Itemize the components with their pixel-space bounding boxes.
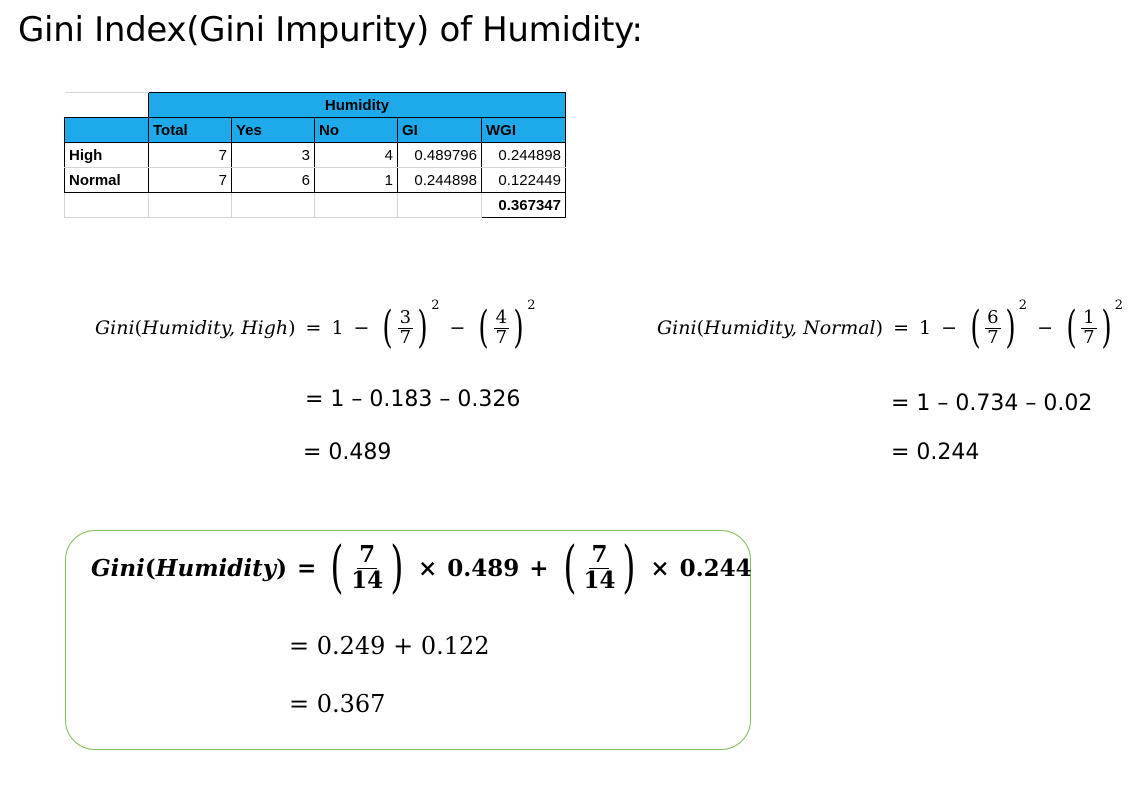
- weighted-step-1: = 0.249 + 0.122: [289, 632, 490, 660]
- high-step-2: = 0.489: [303, 440, 392, 465]
- cell-no: 1: [314, 167, 398, 193]
- high-step-1: = 1 – 0.183 – 0.326: [305, 387, 521, 412]
- table-column-header-row: Total Yes No GI WGI: [64, 117, 566, 143]
- column-header-no: No: [314, 117, 398, 143]
- eq-one: 1: [918, 317, 932, 339]
- row-label: High: [64, 142, 149, 168]
- eq-args: Humidity, High: [142, 317, 289, 339]
- cell-yes: 3: [231, 142, 315, 168]
- cell-total: 7: [148, 167, 232, 193]
- column-header-wgi: WGI: [481, 117, 566, 143]
- cell-no: 4: [314, 142, 398, 168]
- table-sum-row: 0.367347: [64, 192, 566, 218]
- weighted-gini-box: [65, 530, 751, 750]
- cell-wgi-sum: 0.367347: [481, 192, 566, 218]
- cell-wgi: 0.244898: [481, 142, 566, 168]
- table-group-header-row: Humidity: [64, 92, 566, 118]
- multiplier-1: 0.489: [447, 554, 520, 582]
- cell-total: 7: [148, 142, 232, 168]
- cell-wgi: 0.122449: [481, 167, 566, 193]
- fraction-term: (7 14): [330, 535, 404, 600]
- eq-args: Humidity, Normal: [704, 317, 876, 339]
- fraction-term: (6 7): [970, 302, 1016, 353]
- equation-gini-weighted: Gini(Humidity) = (7 14) × 0.489 + (7 14) × 0…: [91, 535, 752, 600]
- fraction-term: (3 7): [382, 302, 428, 353]
- column-header-yes: Yes: [231, 117, 315, 143]
- cell-gi: 0.244898: [397, 167, 482, 193]
- equation-gini-high: Gini(Humidity, High) = 1− (3 7) 2 − (4 7) 2: [95, 298, 536, 353]
- eq-func: Gini: [657, 317, 697, 339]
- table-row: Normal 7 6 1 0.244898 0.122449: [64, 167, 566, 193]
- normal-step-2: = 0.244: [891, 440, 980, 465]
- fraction-term: (7 14): [562, 535, 636, 600]
- eq-one: 1: [331, 317, 344, 339]
- cell-yes: 6: [231, 167, 315, 193]
- equation-gini-normal: Gini(Humidity, Normal) = 1− (6 7) 2 − (1 7) 2: [657, 298, 1124, 353]
- page-title: Gini Index(Gini Impurity) of Humidity:: [18, 10, 643, 50]
- multiplier-2: 0.244: [679, 554, 752, 582]
- weighted-step-2: = 0.367: [289, 690, 386, 718]
- eq-args: Humidity: [155, 554, 277, 582]
- column-header-total: Total: [148, 117, 232, 143]
- row-label: Normal: [64, 167, 149, 193]
- normal-step-1: = 1 – 0.734 – 0.02: [891, 391, 1093, 416]
- column-header-gi: GI: [397, 117, 482, 143]
- humidity-table: Humidity Total Yes No GI WGI High 7 3 4 …: [64, 92, 566, 218]
- eq-func: Gini: [91, 554, 145, 582]
- table-row: High 7 3 4 0.489796 0.244898: [64, 142, 566, 168]
- group-header: Humidity: [148, 92, 566, 118]
- fraction-term: (4 7): [478, 302, 524, 353]
- fraction-term: (1 7): [1066, 302, 1112, 353]
- eq-func: Gini: [95, 317, 135, 339]
- cell-gi: 0.489796: [397, 142, 482, 168]
